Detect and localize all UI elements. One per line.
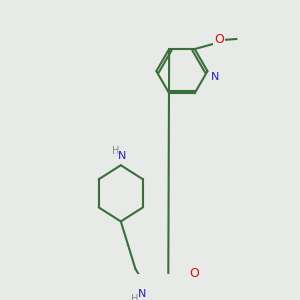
- Text: N: N: [138, 290, 146, 299]
- Text: O: O: [214, 33, 224, 46]
- Text: N: N: [211, 72, 219, 82]
- Text: O: O: [189, 267, 199, 280]
- Text: H: H: [131, 294, 138, 300]
- Text: N: N: [118, 151, 126, 161]
- Text: H: H: [112, 146, 119, 156]
